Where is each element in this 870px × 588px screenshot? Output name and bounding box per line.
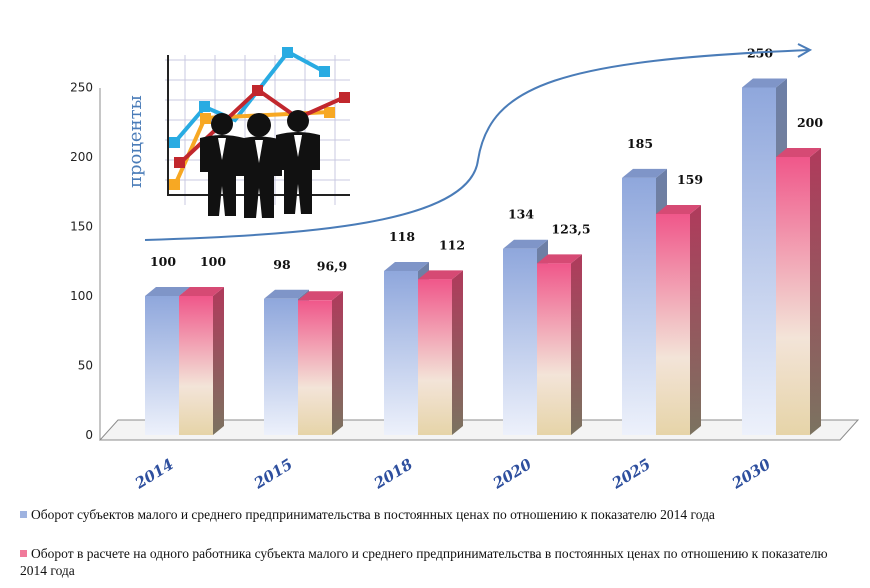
x-tick-label: 2020 [489,455,535,493]
y-axis-ticks: 0 50 100 150 200 250 [70,81,93,443]
bar-series-2-2025 [656,204,701,435]
business-people-graph-illustration: проценты [125,47,350,218]
bar-front [145,296,179,435]
y-tick-label: 100 [70,289,93,303]
legend-swatch-blue [20,511,27,518]
bar-side [571,254,582,435]
bar-series-2-2020 [537,254,582,435]
bar-top [622,168,667,178]
data-label: 134 [508,207,534,222]
legend-item-series-1: Оборот субъектов малого и среднего предп… [20,506,820,523]
bar-side [452,270,463,435]
bar-front [622,177,656,435]
data-label: 118 [389,229,415,244]
bar-top [503,239,548,249]
bar-front [298,300,332,435]
bar-top [298,291,343,301]
growth-trend-arrow [144,49,811,241]
data-label: 100 [200,254,226,269]
legend-swatch-pink [20,550,27,557]
bar-side [213,287,224,435]
data-label: 96,9 [317,258,347,273]
x-tick-label: 2014 [131,455,177,493]
bar-front [742,87,776,435]
y-tick-label: 250 [70,81,93,95]
bar-top [418,270,463,280]
x-tick-label: 2018 [370,455,416,493]
x-axis-labels: 2014 2015 2018 2020 2025 2030 [131,455,774,493]
bar-top [776,148,821,157]
data-label: 123,5 [551,221,590,236]
bar-top [145,287,190,296]
data-label: 159 [677,172,703,187]
y-tick-label: 150 [70,220,93,234]
bar-side [810,148,821,435]
bars [145,78,821,435]
bar-front [264,298,298,435]
bar-front [537,263,571,435]
data-label: 100 [150,254,176,269]
legend-label-series-1: Оборот субъектов малого и среднего предп… [31,507,715,522]
x-tick-label: 2015 [250,455,296,493]
bar-top [656,204,701,214]
data-label: 98 [273,257,291,272]
bar-series-2-2018 [418,270,463,435]
bar-front [503,248,537,435]
data-label: 200 [797,115,823,130]
x-tick-label: 2025 [608,455,654,493]
bar-top [264,289,309,299]
arrow-head [797,43,813,58]
data-label: 185 [627,136,653,151]
bar-top [537,254,582,264]
bar-series-2-2014 [179,287,224,435]
legend-label-series-2: Оборот в расчете на одного работника суб… [20,546,828,578]
bar-side [332,291,343,435]
y-tick-label: 50 [78,359,93,373]
bar-top [742,78,787,88]
bar-top [384,261,429,271]
data-label: 112 [439,237,465,252]
legend-item-series-2: Оборот в расчете на одного работника суб… [20,545,840,579]
y-tick-label: 200 [70,150,93,164]
bar-front [656,213,690,435]
x-tick-label: 2030 [728,455,774,493]
bar-series-2-2015 [298,291,343,435]
bar-front [384,270,418,435]
bar-front [179,296,213,435]
bar-series-2-2030 [776,148,821,435]
bar-front [418,279,452,435]
bar-front [776,157,810,435]
bar-side [690,204,701,435]
bar-top [179,287,224,296]
y-tick-label: 0 [85,428,93,442]
chart-canvas: 0 50 100 150 200 250 100 100 98 96,9 118 112 134 123… [70,43,860,493]
y-axis-title: проценты [125,95,146,188]
